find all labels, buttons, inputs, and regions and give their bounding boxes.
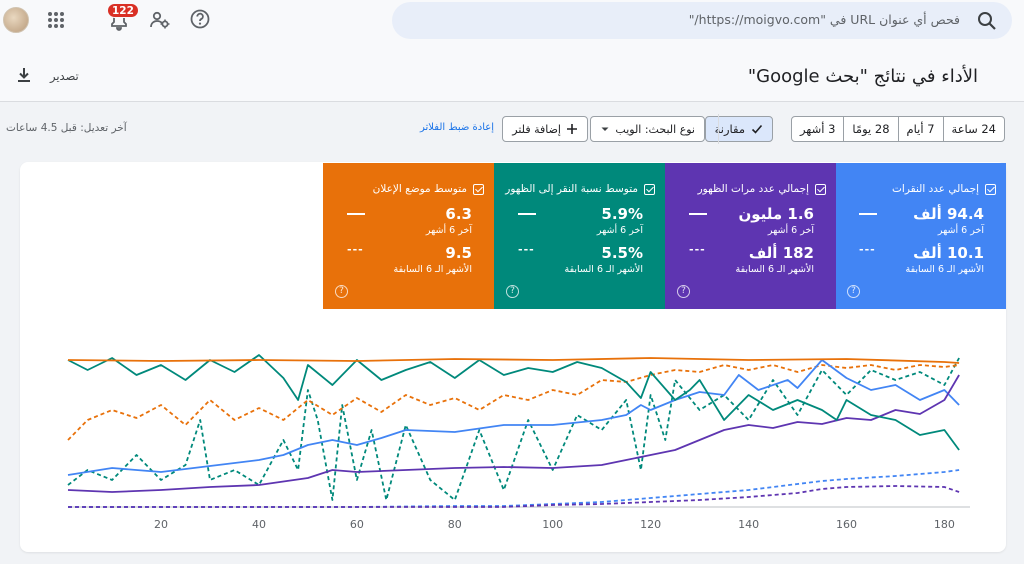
checkbox-icon[interactable] xyxy=(644,183,655,195)
metric-card-clicks[interactable]: إجمالي عدد النقرات 94.4 ألف آخر 6 أشهر 1… xyxy=(835,163,1006,309)
metric-prev-period: الأشهر الـ 6 السابقة xyxy=(735,264,814,275)
metric-card-position[interactable]: متوسط موضع الإعلان 6.3 آخر 6 أشهر 9.5 ال… xyxy=(323,163,494,309)
metric-prev-period: الأشهر الـ 6 السابقة xyxy=(564,264,643,275)
search-type-filter[interactable]: نوع البحث: الويب xyxy=(590,116,705,142)
metric-prev-period: الأشهر الـ 6 السابقة xyxy=(393,264,472,275)
series-line-5 xyxy=(67,357,960,501)
range-28-days[interactable]: 28 يومًا xyxy=(843,117,897,141)
metric-value: 6.3 xyxy=(445,205,472,223)
previous-line-legend: --- xyxy=(689,243,706,256)
last-updated-text: آخر تعديل: قبل 4.5 ساعات xyxy=(6,122,127,134)
search-placeholder[interactable]: فحص أي عنوان URL في "https://moigvo.com/… xyxy=(688,12,960,27)
export-button[interactable]: تصدير xyxy=(14,66,79,86)
checkbox-icon[interactable] xyxy=(473,183,484,195)
range-3-months[interactable]: 3 أشهر xyxy=(799,122,836,136)
checkbox-icon[interactable] xyxy=(815,183,826,195)
page-header xyxy=(0,48,1024,102)
search-icon[interactable] xyxy=(976,10,998,32)
previous-line-legend: --- xyxy=(859,243,876,256)
apps-grid-icon[interactable] xyxy=(45,9,67,31)
notification-count-badge: 122 xyxy=(107,3,139,18)
current-line-legend xyxy=(347,213,365,215)
previous-line-legend: --- xyxy=(347,243,364,256)
checkbox-icon[interactable] xyxy=(985,183,996,195)
dropdown-arrow-icon xyxy=(601,127,609,131)
series-line-0 xyxy=(67,359,960,476)
series-line-6 xyxy=(67,357,960,364)
series-line-4 xyxy=(67,354,960,451)
plus-icon xyxy=(567,124,577,134)
metric-title: إجمالي عدد النقرات xyxy=(892,183,979,195)
series-line-2 xyxy=(67,374,960,493)
range-24-hours[interactable]: 24 ساعة xyxy=(942,117,1004,141)
metric-prev-value: 5.5% xyxy=(601,244,643,262)
help-circle-icon[interactable]: ? xyxy=(847,285,860,298)
metric-period: آخر 6 أشهر xyxy=(596,225,643,236)
metric-value: 94.4 ألف xyxy=(913,205,984,223)
series-line-7 xyxy=(67,364,960,441)
metric-title: متوسط موضع الإعلان xyxy=(372,183,467,195)
manage-users-icon[interactable] xyxy=(149,9,171,31)
previous-line-legend: --- xyxy=(518,243,535,256)
range-7-days[interactable]: 7 أيام xyxy=(897,117,943,141)
help-circle-icon[interactable]: ? xyxy=(335,285,348,298)
search-type-label: نوع البحث: الويب xyxy=(615,122,695,136)
add-filter-label: إضافة فلتر xyxy=(512,122,561,136)
x-tick-label: 160 xyxy=(836,518,857,531)
x-tick-label: 80 xyxy=(448,518,462,531)
help-circle-icon[interactable]: ? xyxy=(506,285,519,298)
x-tick-label: 40 xyxy=(252,518,266,531)
help-circle-icon[interactable]: ? xyxy=(677,285,690,298)
series-line-1 xyxy=(68,469,960,508)
metric-period: آخر 6 أشهر xyxy=(767,225,814,236)
current-line-legend xyxy=(859,213,877,215)
add-filter-button[interactable]: إضافة فلتر xyxy=(502,116,588,142)
check-icon xyxy=(751,124,763,134)
compare-label: مقارنة xyxy=(714,122,745,136)
x-tick-label: 60 xyxy=(350,518,364,531)
x-tick-label: 100 xyxy=(542,518,563,531)
metric-title: متوسط نسبة النقر إلى الظهور xyxy=(505,183,638,195)
metric-card-impressions[interactable]: إجمالي عدد مرات الظهور 1.6 مليون آخر 6 أ… xyxy=(665,163,836,309)
metric-period: آخر 6 أشهر xyxy=(937,225,984,236)
metric-prev-value: 10.1 ألف xyxy=(913,244,984,262)
x-tick-label: 140 xyxy=(738,518,759,531)
current-line-legend xyxy=(689,213,707,215)
metric-period: آخر 6 أشهر xyxy=(425,225,472,236)
metric-value: 5.9% xyxy=(601,205,643,223)
series-line-3 xyxy=(68,485,960,508)
help-icon[interactable] xyxy=(189,8,211,30)
metric-prev-value: 9.5 xyxy=(445,244,472,262)
url-inspection-search[interactable]: فحص أي عنوان URL في "https://moigvo.com/… xyxy=(392,2,1012,39)
avatar[interactable] xyxy=(3,7,29,33)
x-tick-label: 20 xyxy=(154,518,168,531)
export-label: تصدير xyxy=(50,69,79,83)
toolbar-divider xyxy=(718,114,719,144)
date-range-selector: 24 ساعة 7 أيام 28 يومًا 3 أشهر xyxy=(790,116,1005,142)
metric-card-ctr[interactable]: متوسط نسبة النقر إلى الظهور 5.9% آخر 6 أ… xyxy=(494,163,665,309)
download-icon xyxy=(18,68,30,82)
performance-line-chart[interactable]: 20 40 60 80 100 120 140 160 180 xyxy=(20,318,1006,540)
compare-button[interactable]: مقارنة xyxy=(704,116,773,142)
metric-value: 1.6 مليون xyxy=(738,205,814,223)
page-title: الأداء في نتائج "بحث Google" xyxy=(747,66,978,87)
x-tick-label: 180 xyxy=(934,518,955,531)
reset-filters-link[interactable]: إعادة ضبط الفلاتر xyxy=(420,122,494,133)
x-tick-label: 120 xyxy=(640,518,661,531)
metric-prev-value: 182 ألف xyxy=(748,244,814,262)
metric-title: إجمالي عدد مرات الظهور xyxy=(697,183,809,195)
metric-prev-period: الأشهر الـ 6 السابقة xyxy=(905,264,984,275)
current-line-legend xyxy=(518,213,536,215)
